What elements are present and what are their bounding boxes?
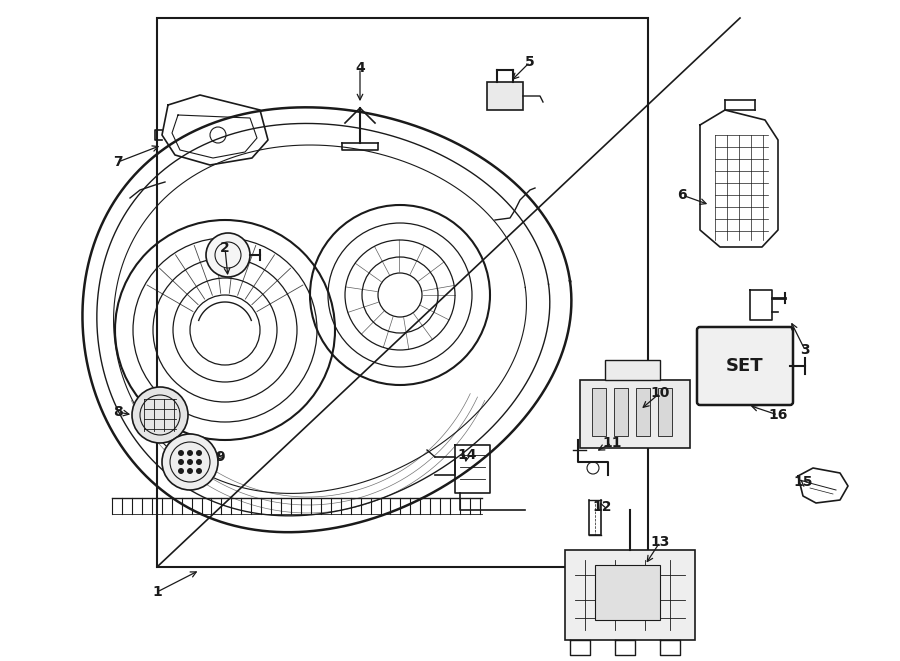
Circle shape	[196, 468, 202, 474]
Circle shape	[187, 450, 193, 456]
Circle shape	[178, 450, 184, 456]
Text: 9: 9	[215, 450, 225, 464]
Bar	[157, 18, 648, 567]
Text: 4: 4	[356, 61, 364, 75]
Bar	[658, 388, 672, 436]
Text: 11: 11	[602, 436, 622, 450]
Text: 6: 6	[677, 188, 687, 202]
Text: 2: 2	[220, 241, 230, 255]
Bar	[580, 380, 690, 448]
Text: 16: 16	[769, 408, 788, 422]
Text: SET: SET	[726, 357, 764, 375]
Circle shape	[206, 233, 250, 277]
Text: 5: 5	[525, 55, 535, 69]
Text: 8: 8	[113, 405, 123, 419]
Text: 12: 12	[592, 500, 612, 514]
Text: 10: 10	[651, 386, 670, 400]
Circle shape	[178, 468, 184, 474]
Text: 14: 14	[457, 448, 477, 462]
Bar	[565, 550, 695, 640]
FancyBboxPatch shape	[697, 327, 793, 405]
Circle shape	[132, 387, 188, 443]
Text: 13: 13	[651, 535, 670, 549]
Text: 3: 3	[800, 343, 810, 357]
Bar	[592, 388, 606, 436]
Text: 7: 7	[113, 155, 122, 169]
Circle shape	[162, 434, 218, 490]
Circle shape	[196, 450, 202, 456]
Text: 15: 15	[793, 475, 813, 489]
Bar	[595, 565, 660, 620]
Bar	[614, 388, 628, 436]
Bar	[636, 388, 650, 436]
Circle shape	[187, 459, 193, 465]
Circle shape	[178, 459, 184, 465]
Bar	[487, 82, 523, 110]
Text: 1: 1	[152, 585, 162, 599]
Circle shape	[196, 459, 202, 465]
Circle shape	[187, 468, 193, 474]
Bar	[605, 360, 660, 380]
